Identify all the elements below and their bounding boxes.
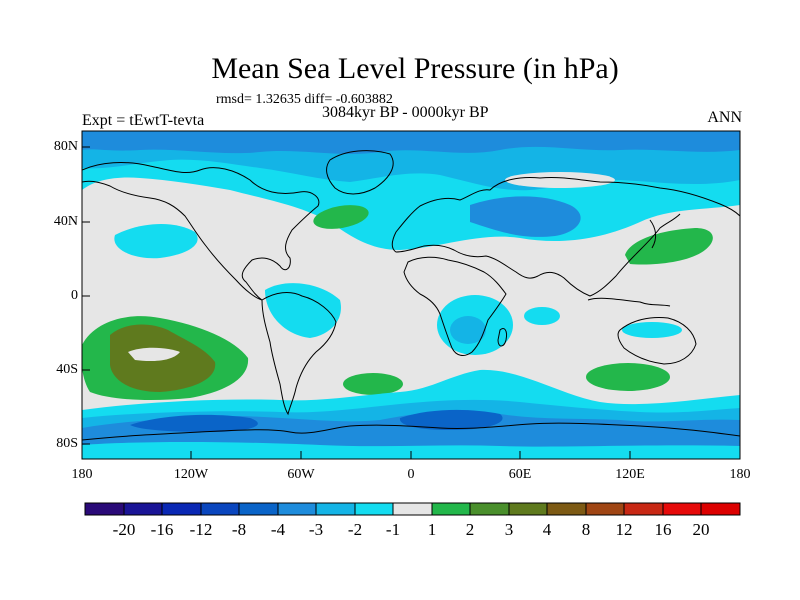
colorbar-label: 20 xyxy=(692,520,710,539)
season-label: ANN xyxy=(707,109,742,126)
colorbar-box-4 xyxy=(200,502,240,516)
colorbar-box-7 xyxy=(315,502,356,516)
colorbar-box-6 xyxy=(277,502,317,516)
colorbar-label: -2 xyxy=(347,520,363,539)
axis-ticks xyxy=(82,146,631,459)
arctic-midblue-patches xyxy=(82,131,740,154)
colorbar-label: -12 xyxy=(189,520,213,539)
colorbar-box-3 xyxy=(161,502,202,516)
lat-label-40n: 40N xyxy=(53,214,78,229)
southern-darkblue-patches xyxy=(130,409,503,432)
eurasia-coast xyxy=(391,177,740,297)
satl-green-patch xyxy=(343,373,403,395)
lon-label-60w: 60W xyxy=(287,467,315,482)
colorbar xyxy=(84,502,741,516)
colorbar-label: -16 xyxy=(150,520,174,539)
antarctica-coast xyxy=(82,422,740,441)
spac-hook-cut xyxy=(128,347,180,362)
npac-green-patch xyxy=(625,228,713,265)
colorbar-box-2 xyxy=(123,502,163,516)
map-title: Mean Sea Level Pressure (in hPa) xyxy=(211,52,619,85)
experiment-label: Expt = tEwtT-tevta xyxy=(82,112,205,129)
lon-label-60e: 60E xyxy=(508,467,532,482)
stats-text: rmsd= 1.32635 diff= -0.603882 xyxy=(216,92,393,107)
eurasia-midblue xyxy=(470,196,581,237)
colorbar-box-11 xyxy=(469,502,510,516)
sind-green-patch xyxy=(586,363,670,391)
colorbar-label: -3 xyxy=(308,520,324,539)
colorbar-box-17 xyxy=(700,502,741,516)
lon-label-0: 0 xyxy=(407,467,415,482)
lat-label-0: 0 xyxy=(71,288,78,303)
period-text: 3084kyr BP - 0000kyr BP xyxy=(322,104,489,121)
africa-lightblue xyxy=(450,316,486,344)
colorbar-box-14 xyxy=(585,502,625,516)
antarctic-cyan-fringe xyxy=(82,441,740,459)
colorbar-label: -8 xyxy=(231,520,247,539)
colorbar-box-15 xyxy=(623,502,664,516)
australia-cyan xyxy=(622,322,682,338)
coastlines xyxy=(82,150,740,441)
natl-green-patch xyxy=(313,205,369,229)
colorbar-box-1 xyxy=(84,502,125,516)
colorbar-label: -4 xyxy=(270,520,286,539)
colorbar-label: 1 xyxy=(427,520,437,539)
colorbar-label: -1 xyxy=(385,520,401,539)
colorbar-label: -20 xyxy=(112,520,136,539)
lat-label-80s: 80S xyxy=(56,436,78,451)
lon-label-180w: 180 xyxy=(71,467,93,482)
pressure-field xyxy=(82,131,740,459)
colorbar-box-8 xyxy=(354,502,394,516)
north-america-coast xyxy=(82,162,320,301)
japan-coast xyxy=(649,219,657,249)
greenland-coast xyxy=(326,150,394,195)
colorbar-box-5 xyxy=(238,502,279,516)
colorbar-box-12 xyxy=(508,502,548,516)
south-america-coast xyxy=(261,292,337,416)
colorbar-label: 16 xyxy=(654,520,672,539)
south-america-cyan xyxy=(265,283,341,338)
lon-label-120e: 120E xyxy=(615,467,645,482)
natl-cyan-tongue xyxy=(114,224,198,259)
lon-label-180e: 180 xyxy=(729,467,751,482)
colorbar-label: 2 xyxy=(465,520,475,539)
indonesia-coast xyxy=(587,297,671,307)
indian-cyan xyxy=(524,307,560,325)
madagascar-coast xyxy=(497,327,507,347)
lon-label-120w: 120W xyxy=(173,467,209,482)
colorbar-box-10 xyxy=(431,502,471,516)
lat-label-40s: 40S xyxy=(56,362,78,377)
arctic-white-patch xyxy=(505,172,615,188)
australia-coast xyxy=(617,317,697,365)
colorbar-label: 3 xyxy=(504,520,514,539)
colorbar-box-13 xyxy=(546,502,587,516)
lat-label-80n: 80N xyxy=(53,139,78,154)
colorbar-label: 12 xyxy=(615,520,633,539)
colorbar-box-9 xyxy=(392,502,433,516)
colorbar-box-16 xyxy=(662,502,702,516)
africa-coast xyxy=(403,256,507,356)
colorbar-label: 8 xyxy=(581,520,591,539)
colorbar-label: 4 xyxy=(542,520,552,539)
